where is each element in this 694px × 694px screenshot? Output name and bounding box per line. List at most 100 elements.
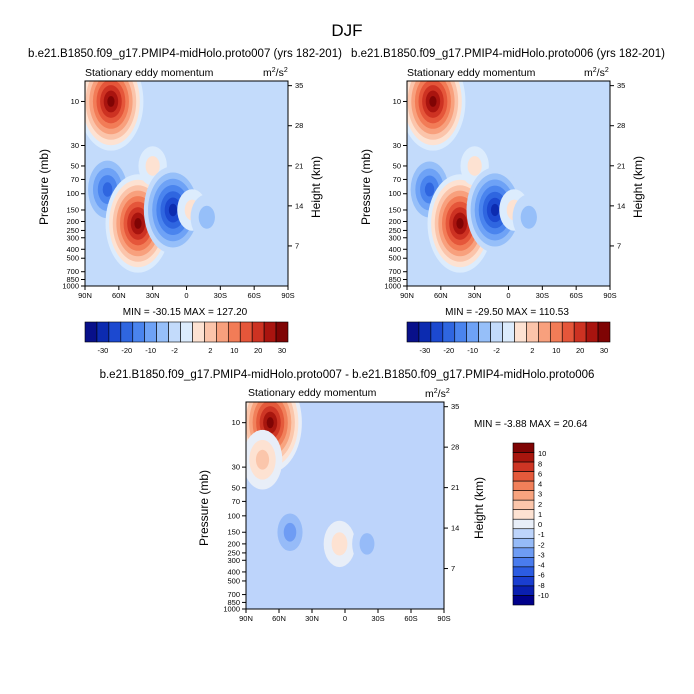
colorbar-swatch [84,321,98,343]
colorbar-label: -30 [419,346,430,355]
y2-tick-label: 28 [617,121,625,130]
y-tick-label: 70 [71,175,79,184]
x-tick-label: 60S [569,291,582,300]
y-tick-label: 850 [227,598,240,607]
x-tick-label: 90N [239,614,253,623]
y2-tick-label: 7 [295,241,299,250]
colorbar-swatch [490,321,503,343]
y-tick-label: 300 [227,556,240,565]
y-tick-label: 300 [66,233,79,242]
colorbar-label: -10 [145,346,156,355]
colorbar-swatch [454,321,468,343]
panel-3-y2label: Height (km) [472,477,486,539]
colorbar-swatch [512,452,535,463]
x-tick-label: 0 [506,291,510,300]
y-tick-label: 70 [393,175,401,184]
colorbar-label: 10 [552,346,560,355]
contour-feature-6-level-1 [520,205,537,229]
panel-2-units: m2/s2 [584,67,609,79]
y-tick-label: 30 [393,141,401,150]
y-tick-label: 50 [71,161,79,170]
panel-2-stats: MIN = -29.50 MAX = 110.53 [445,307,569,318]
colorbar-label: 2 [530,346,534,355]
y2-tick-label: 14 [451,524,459,533]
colorbar-label: 4 [538,480,542,489]
colorbar-label: -30 [97,346,108,355]
colorbar-swatch [514,321,527,343]
y-tick-label: 250 [66,226,79,235]
colorbar-swatch [512,537,535,549]
panel-3-units: m2/s2 [425,388,450,400]
y-tick-label: 50 [393,161,401,170]
colorbar-label: -8 [538,581,545,590]
colorbar-label: 10 [230,346,238,355]
panel-3-field-label: Stationary eddy momentum [248,387,377,399]
colorbar-swatch [204,321,217,343]
colorbar-swatch [512,595,535,606]
contour-feature-1-level-2 [255,449,270,470]
page-title: DJF [331,21,362,40]
x-tick-label: 90S [281,291,294,300]
x-tick-label: 30N [146,291,160,300]
colorbar-swatch [466,321,479,343]
colorbar-swatch [180,321,193,343]
colorbar-swatch [512,557,535,568]
colorbar-swatch [512,471,535,482]
x-tick-label: 30N [305,614,319,623]
colorbar-swatch [418,321,432,343]
x-tick-label: 30S [536,291,549,300]
colorbar-label: 20 [254,346,262,355]
y-tick-label: 400 [227,567,240,576]
colorbar-label: -10 [467,346,478,355]
panel-1-ylabel: Pressure (mb) [37,149,51,225]
colorbar-swatch [549,321,563,343]
y-tick-label: 100 [227,511,240,520]
y2-tick-label: 21 [451,483,459,492]
y-tick-label: 10 [393,97,401,106]
y-tick-label: 30 [232,463,240,472]
y-tick-label: 850 [388,275,401,284]
colorbar-swatch [120,321,134,343]
colorbar-label: -10 [538,591,549,600]
colorbar-swatch [502,321,515,343]
y2-tick-label: 21 [295,161,303,170]
y2-tick-label: 14 [617,201,625,210]
x-tick-label: 0 [184,291,188,300]
colorbar-swatch [216,321,229,343]
panel-2-y2label: Height (km) [631,156,645,218]
x-tick-label: 90N [78,291,92,300]
colorbar-swatch [144,321,157,343]
colorbar-label: -4 [538,561,545,570]
y-tick-label: 30 [71,141,79,150]
x-tick-label: 90N [400,291,414,300]
colorbar-swatch [442,321,456,343]
panel-1-plot: 90N 60N 30N 0 30S 60S 90S103050701001502002503… [62,80,303,300]
colorbar-swatch [512,461,535,472]
contour-feature-4-level-6 [490,203,500,217]
y-tick-label: 10 [232,418,240,427]
colorbar-label: 20 [576,346,584,355]
x-tick-label: 60S [404,614,417,623]
colorbar-swatch [168,321,181,343]
y-tick-label: 200 [227,539,240,548]
colorbar-label: -1 [538,530,545,539]
contour-feature-0-level-8 [266,417,274,429]
colorbar-label: 0 [538,520,542,529]
colorbar-swatch [512,509,535,520]
y-tick-label: 150 [227,528,240,537]
panel-1: b.e21.B1850.f09_g17.PMIP4-midHolo.proto0… [28,48,342,355]
colorbar-swatch [132,321,146,343]
panel-1-field-label: Stationary eddy momentum [85,67,214,79]
colorbar-swatch [263,321,277,343]
colorbar-label: 30 [278,346,286,355]
panel-2-ylabel: Pressure (mb) [359,149,373,225]
contour-feature-2-level-8 [456,217,464,229]
colorbar-swatch [512,490,535,501]
panel-3: b.e21.B1850.f09_g17.PMIP4-midHolo.proto0… [100,369,595,623]
y-tick-label: 50 [232,483,240,492]
colorbar-swatch [512,480,535,491]
colorbar-swatch [512,576,535,587]
colorbar-label: -20 [121,346,132,355]
